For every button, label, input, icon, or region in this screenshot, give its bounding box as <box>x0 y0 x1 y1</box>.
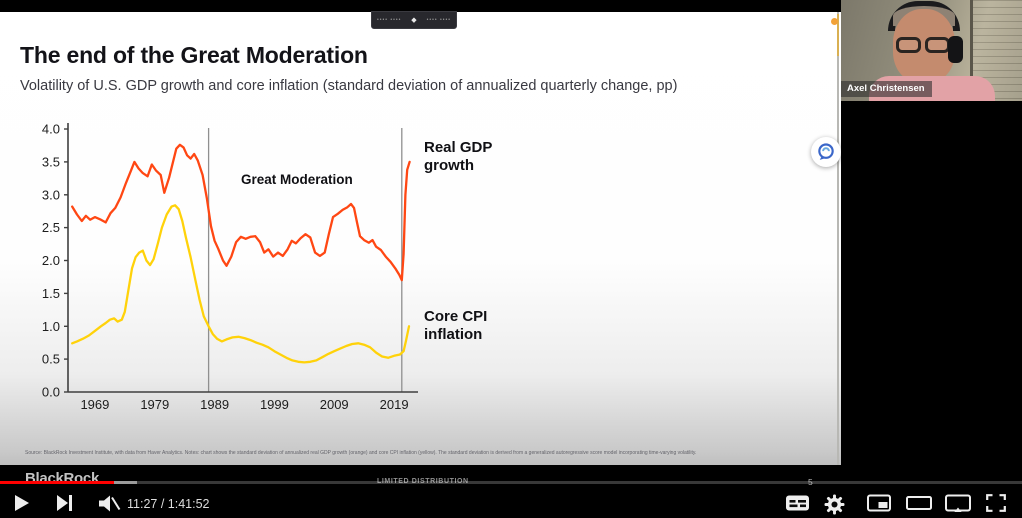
volatility-chart: 4.0 3.5 3.0 2.5 2.0 1.5 1.0 0.5 0.0 1969 1979 1989 1… <box>42 122 418 412</box>
mute-button[interactable] <box>97 494 121 516</box>
subtitles-button[interactable] <box>785 494 810 515</box>
webcam-name-label: Axel Christensen <box>841 81 932 97</box>
share-indicator-bar <box>837 14 839 56</box>
cpi-series-label: Core CPI inflation <box>424 308 488 343</box>
meeting-toolbar[interactable]: •••• •••• ◆ •••• •••• <box>371 11 457 29</box>
share-indicator-dot <box>831 18 838 25</box>
subtitles-icon <box>786 495 809 511</box>
theater-mode-icon <box>906 496 932 510</box>
speaker-glasses <box>896 37 954 54</box>
svg-text:1969: 1969 <box>80 397 109 412</box>
svg-text:3.0: 3.0 <box>42 187 60 202</box>
fullscreen-icon <box>986 494 1006 512</box>
svg-text:1989: 1989 <box>200 397 229 412</box>
svg-text:4.0: 4.0 <box>42 122 60 137</box>
svg-text:2.0: 2.0 <box>42 253 60 268</box>
slide-edge-divider <box>837 12 839 465</box>
gear-icon <box>824 494 845 515</box>
svg-text:2009: 2009 <box>320 397 349 412</box>
diamond-icon: ◆ <box>411 16 417 24</box>
svg-text:1979: 1979 <box>140 397 169 412</box>
progress-track <box>0 481 1022 484</box>
theater-mode-button[interactable] <box>906 494 932 515</box>
toolbar-right-dots: •••• •••• <box>426 16 451 23</box>
progress-played <box>0 481 115 484</box>
next-icon <box>57 495 72 511</box>
svg-text:1.5: 1.5 <box>42 286 60 301</box>
toolbar-left-dots: •••• •••• <box>377 16 402 23</box>
svg-text:0.0: 0.0 <box>42 385 60 400</box>
time-display: 11:27 / 1:41:52 <box>127 497 210 511</box>
settings-button[interactable] <box>824 494 845 518</box>
svg-text:2019: 2019 <box>380 397 409 412</box>
headphones-band <box>888 1 960 31</box>
page-number: 5 <box>808 477 813 487</box>
miniplayer-button[interactable] <box>867 494 891 515</box>
play-on-tv-button[interactable] <box>945 494 971 516</box>
progress-bar[interactable] <box>0 481 1022 484</box>
presentation-slide: The end of the Great Moderation Volatili… <box>0 12 841 465</box>
headphones-earcup <box>948 36 963 63</box>
blackrock-logo: BlackRock <box>25 470 100 487</box>
gdp-series-label: Real GDP growth <box>424 139 493 174</box>
source-note: Source: BlackRock Investment Institute, … <box>25 450 697 456</box>
svg-text:1.0: 1.0 <box>42 319 60 334</box>
great-moderation-label: Great Moderation <box>241 172 353 187</box>
slide-title: The end of the Great Moderation <box>20 42 368 68</box>
svg-text:1999: 1999 <box>260 397 289 412</box>
svg-text:2.5: 2.5 <box>42 220 60 235</box>
player-controls: 11:27 / 1:41:52 <box>0 486 1022 518</box>
annotation-tool-button[interactable] <box>811 137 841 167</box>
speaker-face <box>893 9 955 83</box>
slide-subtitle: Volatility of U.S. GDP growth and core i… <box>20 78 678 94</box>
play-button[interactable] <box>14 494 30 515</box>
play-icon <box>15 495 29 511</box>
svg-text:3.5: 3.5 <box>42 154 60 169</box>
miniplayer-icon <box>867 494 891 512</box>
play-on-tv-icon <box>945 494 971 512</box>
volume-muted-icon <box>99 495 121 512</box>
svg-text:0.5: 0.5 <box>42 352 60 367</box>
classification-label: LIMITED DISTRIBUTION <box>377 478 469 485</box>
chat-swirl-icon <box>818 143 834 160</box>
webcam-tile: Axel Christensen <box>841 0 1022 101</box>
next-button[interactable] <box>56 494 73 515</box>
fullscreen-button[interactable] <box>986 494 1006 515</box>
